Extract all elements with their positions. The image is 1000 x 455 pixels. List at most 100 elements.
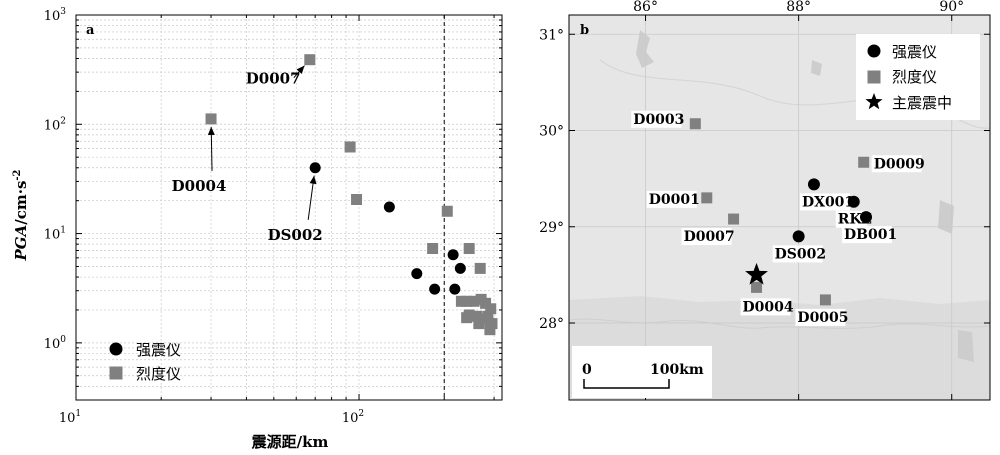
lat-tick-label: 28° (539, 316, 564, 332)
data-point-strong-motion (449, 283, 461, 295)
data-point-intensity (473, 318, 485, 330)
y-axis-label: PGA/cm·s-2 (12, 169, 30, 261)
data-point-intensity (461, 312, 473, 324)
annotation-arrows: D0007 D0004 DS002 (172, 65, 323, 244)
data-point-strong-motion (447, 249, 459, 261)
station-label-bg (871, 155, 922, 173)
data-point-strong-motion (454, 262, 466, 274)
data-point-intensity (351, 194, 363, 206)
scale-bar: 0 100km (572, 346, 712, 398)
lake (636, 30, 654, 68)
map-frame (568, 14, 991, 401)
legend-label-strong-motion: 强震仪 (136, 341, 181, 359)
x-tick-label: 102 (342, 409, 364, 426)
legend-circle-marker (109, 342, 123, 356)
tick-base: 10 (342, 411, 359, 426)
legend-star-marker (865, 93, 883, 110)
station-label-bg (799, 193, 850, 211)
tick-exponent: 3 (60, 7, 66, 17)
data-point-intensity (304, 54, 316, 66)
grid (75, 14, 502, 401)
epicenter-star (745, 262, 768, 285)
data-point-strong-motion (429, 283, 441, 295)
station-label-bg (835, 210, 868, 228)
data-point-intensity (205, 113, 217, 125)
data-point-intensity (474, 262, 486, 274)
station-label-bg (646, 190, 697, 208)
station-label: D0004 (743, 299, 794, 315)
plot-area (76, 15, 502, 400)
y-axis-label-sup: -2 (12, 169, 23, 180)
annotation-label: D0004 (172, 177, 227, 195)
panel-label-a: a (86, 23, 95, 38)
station-label: D0003 (633, 112, 684, 128)
legend-label-strong-motion: 强震仪 (892, 43, 937, 61)
annotation-label: D0007 (246, 70, 301, 88)
tick-exponent: 0 (60, 335, 66, 345)
lon-tick-label: 88° (786, 0, 811, 15)
legend-a: 强震仪 烈度仪 (109, 341, 181, 383)
panel-label-b: b (580, 23, 589, 38)
plot-frame (75, 14, 503, 401)
annotation-arrow-head (309, 175, 317, 185)
data-point-intensity (427, 243, 439, 255)
station-label: D0007 (684, 229, 735, 245)
tick-exponent: 2 (60, 116, 66, 126)
data-point-intensity (455, 295, 467, 307)
scale-bar-end: 100km (650, 362, 704, 378)
tick-base: 10 (59, 411, 76, 426)
legend-square-marker (109, 366, 123, 380)
scale-bar-line (583, 379, 670, 389)
x-tick-labels: 101 102 (59, 409, 364, 426)
annotation-arrow-head (207, 126, 215, 135)
data-point-intensity (486, 318, 498, 330)
station-label-bg (631, 110, 682, 128)
data-point-intensity (485, 303, 497, 315)
map-tick-labels: 86° 88° 90° 28° 29° 30° 31° (539, 0, 964, 332)
y-axis-label-unit: /cm·s (12, 181, 30, 225)
station-label-bg (740, 298, 791, 316)
data-point-intensity (468, 295, 480, 307)
y-tick-label: 103 (44, 7, 67, 24)
legend-label-epicenter: 主震震中 (892, 94, 952, 112)
legend-b: 强震仪 烈度仪 主震震中 (856, 34, 980, 120)
station-marker-intensity (728, 213, 740, 225)
lat-tick-label: 31° (539, 27, 564, 43)
scale-bar-box (572, 346, 712, 398)
scale-bar-zero: 0 (582, 362, 592, 378)
data-point-strong-motion (411, 268, 423, 280)
tick-exponent: 1 (75, 409, 81, 419)
station-marker-intensity (701, 192, 713, 204)
y-tick-label: 100 (44, 335, 67, 352)
station-label: DS002 (775, 246, 826, 262)
station-label-bg (841, 226, 892, 244)
lake (938, 200, 954, 234)
annotation-label: DS002 (268, 226, 323, 244)
station-label-bg (795, 308, 846, 326)
station-label: D0005 (797, 310, 848, 326)
legend-square-marker (867, 70, 881, 84)
tick-exponent: 2 (358, 409, 364, 419)
data-point-intensity (484, 324, 496, 336)
station-label-bg (681, 228, 732, 246)
data-point-intensity (344, 141, 356, 153)
tick-base: 10 (44, 337, 61, 352)
station-label: D0001 (649, 192, 700, 208)
station-label: DB001 (844, 227, 897, 243)
lon-tick-label: 86° (633, 0, 658, 15)
lat-tick-label: 30° (539, 124, 564, 140)
lon-tick-label: 90° (939, 0, 964, 15)
station-marker-strong-motion (847, 195, 860, 208)
station-label: DX001 (802, 194, 854, 210)
legend-label-intensity: 烈度仪 (136, 365, 181, 383)
lat-tick-label: 29° (539, 220, 564, 236)
data-point-strong-motion (309, 162, 321, 174)
data-points (205, 54, 498, 336)
station-marker-strong-motion (792, 230, 805, 243)
y-tick-label: 102 (44, 116, 66, 133)
data-point-strong-motion (383, 201, 395, 213)
lake (811, 60, 822, 76)
